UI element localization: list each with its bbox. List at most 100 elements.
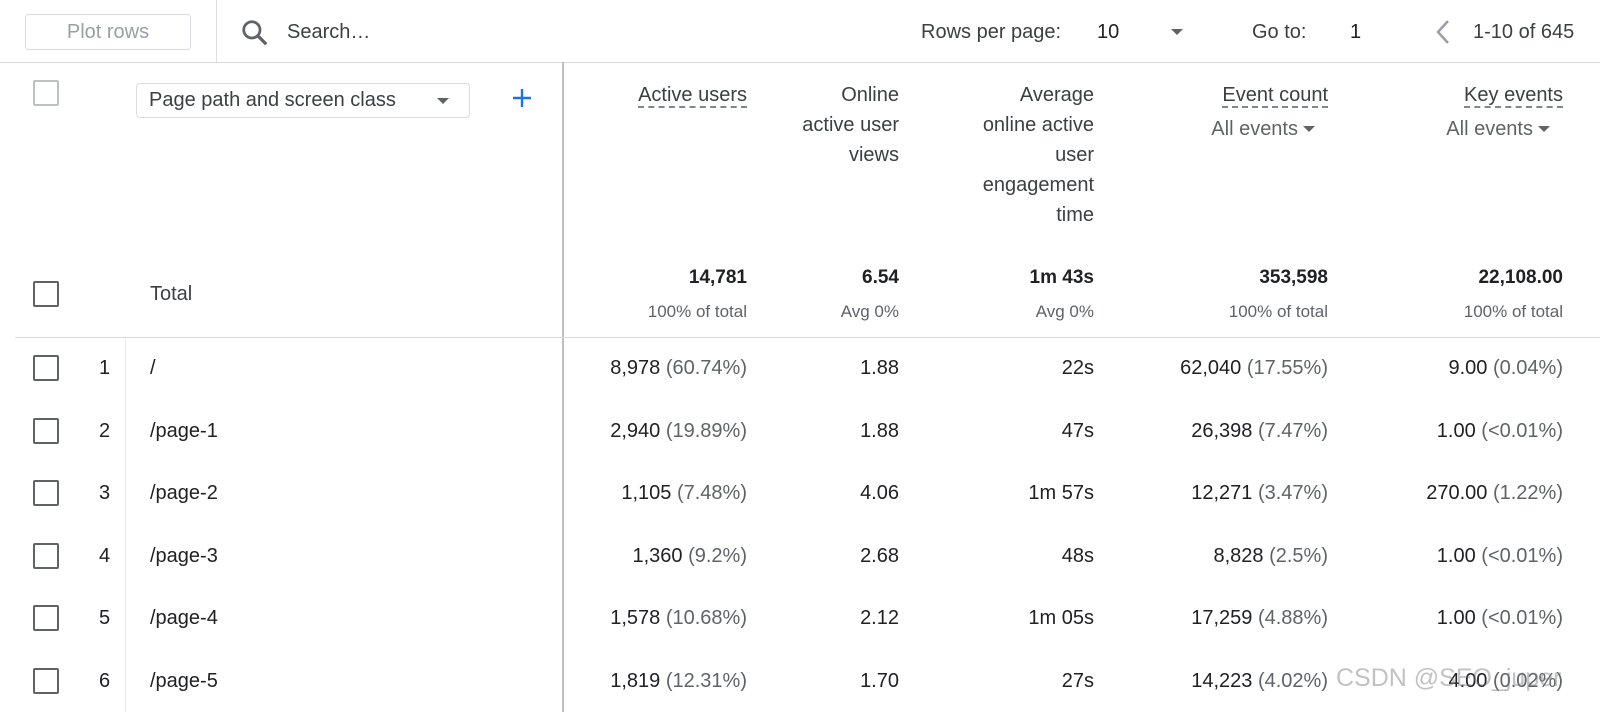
row-checkbox[interactable] (33, 542, 59, 569)
row-checkbox[interactable] (33, 355, 59, 382)
row-separator (125, 463, 126, 526)
plot-rows-button[interactable]: Plot rows (25, 14, 191, 50)
metric-share: (<0.01%) (1481, 419, 1563, 442)
rows-per-page-dropdown[interactable] (1171, 29, 1183, 35)
metric-value: 270.00 (1426, 482, 1488, 505)
dimension-arrow (437, 98, 449, 104)
metric-value: 17,259 (1191, 607, 1253, 630)
metric-cell: 26,398 (7.47%) (1108, 419, 1328, 443)
metric-share: (10.68%) (665, 607, 747, 630)
metric-cell: 1,819 (12.31%) (527, 669, 747, 693)
metric-cell: 2,940 (19.89%) (527, 419, 747, 443)
select-all-checkbox[interactable] (33, 80, 59, 106)
metric-value: 8,828 (1213, 544, 1264, 567)
pagination-range: 1-10 of 645 (1473, 21, 1575, 43)
metric-filter-arrow[interactable] (1303, 126, 1315, 132)
metric-share: (2.5%) (1269, 544, 1328, 567)
row-checkbox[interactable] (33, 480, 59, 507)
metric-cell: 1.00 (<0.01%) (1343, 544, 1563, 568)
toolbar-border (0, 62, 1600, 63)
total-value: 1m 43s (1029, 267, 1094, 288)
metric-value: 1,105 (621, 482, 672, 505)
metric-share: (17.55%) (1246, 357, 1328, 380)
metric-value: 9.00 (1448, 357, 1488, 380)
metric-value: 14,223 (1191, 669, 1253, 692)
metric-value: 4.00 (1448, 669, 1488, 692)
metric-share: (60.74%) (665, 357, 747, 380)
dimension-label: Page path and screen class (149, 89, 396, 111)
metric-value: 1,360 (632, 544, 683, 567)
metric-cell: 27s (874, 669, 1094, 693)
add-dimension[interactable] (512, 88, 532, 108)
column-title: Active users (638, 84, 747, 108)
metric-share: (7.48%) (676, 482, 747, 505)
go-to-label: Go to: (1252, 21, 1307, 43)
column-header[interactable]: Key events (1363, 80, 1563, 110)
metric-cell: 1.88 (679, 419, 899, 443)
metric-cell: 1.70 (679, 669, 899, 693)
metric-cell: 4.00 (0.02%) (1343, 669, 1563, 693)
metric-share: (0.04%) (1492, 357, 1563, 380)
column-title: Event count (1222, 84, 1328, 108)
metric-value: 1.88 (860, 357, 899, 380)
row-path[interactable]: /page-4 (150, 607, 218, 630)
metric-cell: 8,828 (2.5%) (1108, 544, 1328, 568)
row-index: 5 (99, 607, 111, 630)
metric-filter-arrow[interactable] (1538, 126, 1550, 132)
metric-cell: 1,578 (10.68%) (527, 606, 747, 630)
metric-cell: 2.68 (679, 544, 899, 568)
search-icon[interactable] (240, 18, 270, 48)
row-checkbox[interactable] (33, 667, 59, 694)
row-path[interactable]: /page-5 (150, 669, 218, 692)
metric-value: 4.06 (860, 482, 899, 505)
row-path[interactable]: / (150, 357, 156, 380)
metric-value: 27s (1061, 669, 1094, 692)
row-checkbox[interactable] (33, 605, 59, 632)
total-note: Avg 0% (840, 302, 899, 321)
metric-value: 1.88 (860, 419, 899, 442)
column-header[interactable]: Active users (557, 80, 747, 110)
row-path[interactable]: /page-3 (150, 544, 218, 567)
total-note: 100% of total (647, 302, 747, 321)
row-index: 1 (99, 357, 111, 380)
total-checkbox[interactable] (33, 281, 59, 307)
row-separator (125, 338, 126, 401)
metric-share: (7.47%) (1257, 419, 1328, 442)
dimension-dropdown[interactable] (136, 83, 470, 118)
metric-filter[interactable]: All events (1446, 118, 1533, 140)
column-header[interactable]: Online active user views (799, 80, 899, 170)
previous-page[interactable] (1432, 18, 1454, 46)
row-path[interactable]: /page-2 (150, 482, 218, 505)
metric-cell: 62,040 (17.55%) (1108, 356, 1328, 380)
header-border (15, 337, 1600, 338)
go-to-input[interactable]: 1 (1350, 21, 1362, 43)
total-value: 22,108.00 (1478, 267, 1563, 288)
metric-value: 47s (1061, 419, 1094, 442)
metric-share: (0.02%) (1492, 669, 1563, 692)
row-path[interactable]: /page-1 (150, 419, 218, 442)
metric-value: 22s (1061, 357, 1094, 380)
metric-value: 1m 57s (1028, 482, 1094, 505)
metric-cell: 1.88 (679, 356, 899, 380)
search-input[interactable]: Search… (287, 21, 371, 43)
metric-cell: 1m 57s (874, 481, 1094, 505)
metric-filter[interactable]: All events (1211, 118, 1298, 140)
column-header[interactable]: Average online active user engagement ti… (966, 80, 1094, 230)
column-title: Key events (1464, 84, 1563, 108)
metric-share: (<0.01%) (1481, 544, 1563, 567)
dimension-divider (562, 62, 564, 712)
metric-value: 12,271 (1191, 482, 1253, 505)
column-header[interactable]: Event count (1128, 80, 1328, 110)
row-index: 2 (99, 419, 111, 442)
row-index: 6 (99, 669, 111, 692)
total-note: Avg 0% (1035, 302, 1094, 321)
rows-per-page-value[interactable]: 10 (1097, 21, 1120, 43)
metric-value: 1.00 (1436, 544, 1476, 567)
row-checkbox[interactable] (33, 417, 59, 444)
metric-cell: 17,259 (4.88%) (1108, 606, 1328, 630)
metric-value: 1,578 (610, 607, 661, 630)
row-index: 4 (99, 544, 111, 567)
metric-share: (4.02%) (1257, 669, 1328, 692)
metric-cell: 8,978 (60.74%) (527, 356, 747, 380)
